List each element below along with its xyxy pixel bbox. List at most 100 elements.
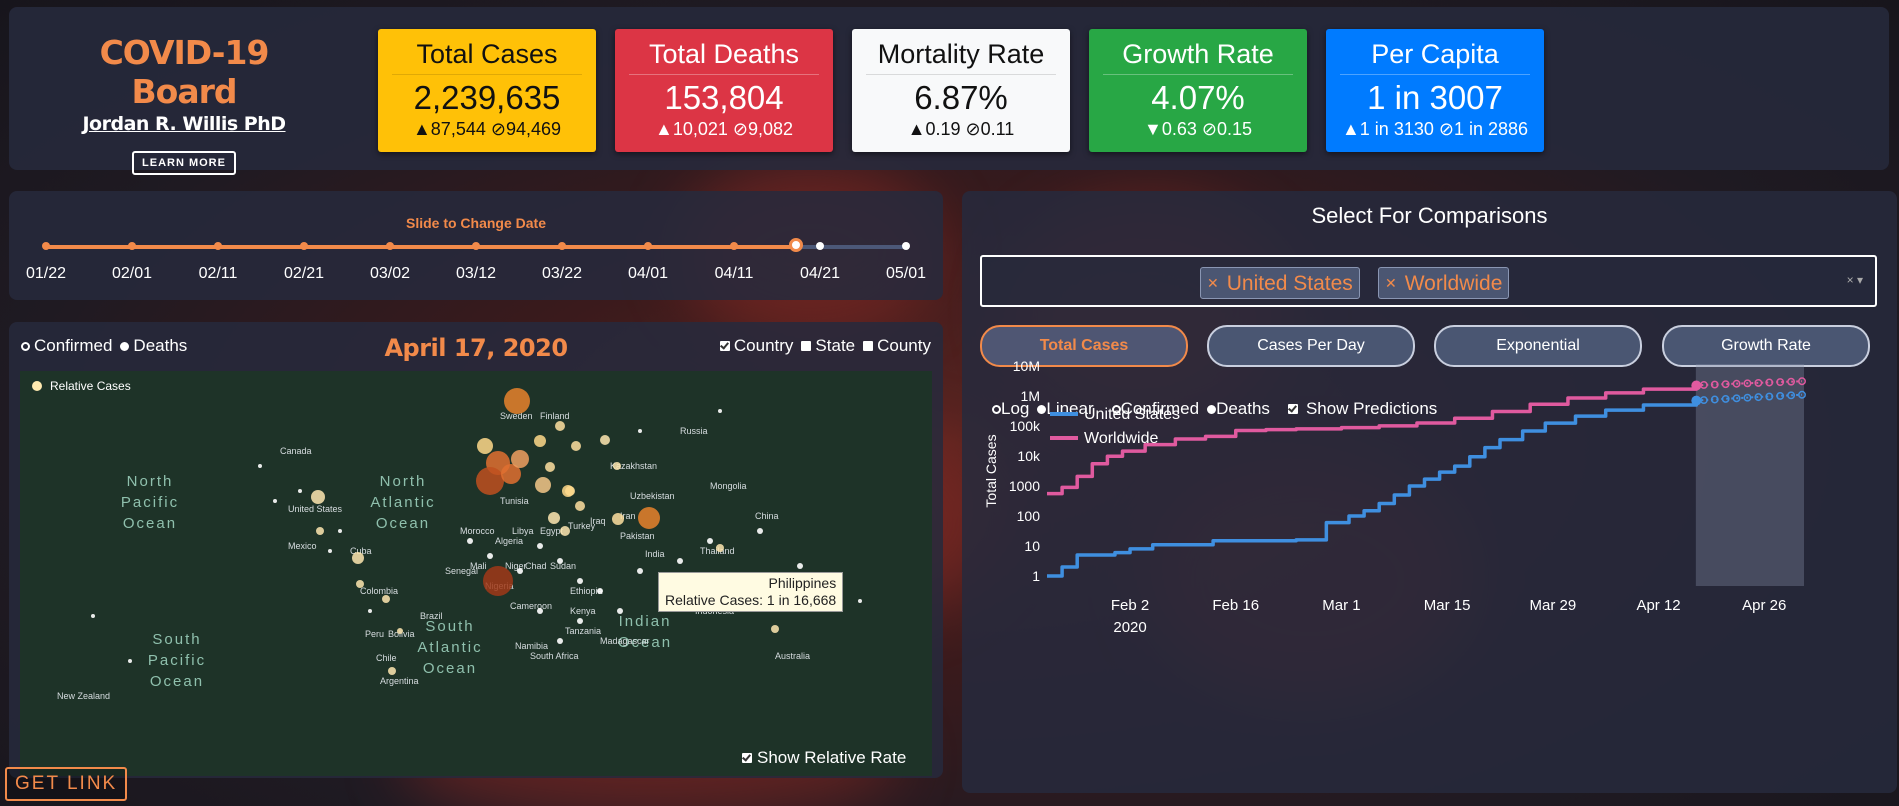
- case-marker[interactable]: [707, 538, 713, 544]
- prediction-point[interactable]: [1743, 393, 1752, 402]
- option-country[interactable]: Country: [719, 336, 793, 356]
- case-marker[interactable]: [858, 599, 862, 603]
- prediction-point[interactable]: [1710, 380, 1719, 389]
- case-marker[interactable]: [562, 485, 574, 497]
- prediction-point[interactable]: [1754, 378, 1763, 387]
- case-marker[interactable]: [477, 438, 493, 454]
- author-link[interactable]: Jordan R. Willis PhD: [82, 113, 286, 135]
- case-marker[interactable]: [557, 638, 563, 644]
- case-marker[interactable]: [638, 429, 642, 433]
- prediction-point[interactable]: [1776, 378, 1785, 387]
- case-marker[interactable]: [718, 409, 722, 413]
- case-marker[interactable]: [298, 489, 302, 493]
- prediction-point[interactable]: [1765, 392, 1774, 401]
- radio-icon[interactable]: [1111, 405, 1121, 414]
- slider-mark[interactable]: [902, 242, 910, 250]
- tab-cases-per-day[interactable]: Cases Per Day: [1207, 325, 1415, 367]
- case-marker[interactable]: [600, 435, 610, 445]
- case-marker[interactable]: [716, 544, 724, 552]
- predictions-toggle[interactable]: Show Predictions: [1287, 399, 1437, 419]
- learn-more-button[interactable]: LEARN MORE: [132, 151, 236, 175]
- case-marker[interactable]: [368, 609, 372, 613]
- case-marker[interactable]: [612, 513, 624, 525]
- remove-icon[interactable]: ✕: [1385, 275, 1397, 291]
- case-marker[interactable]: [311, 490, 325, 504]
- tab-exponential[interactable]: Exponential: [1434, 325, 1642, 367]
- radio-icon[interactable]: [992, 405, 1001, 414]
- case-marker[interactable]: [504, 388, 530, 414]
- case-marker[interactable]: [487, 553, 493, 559]
- case-marker[interactable]: [397, 628, 403, 634]
- prediction-point[interactable]: [1776, 391, 1785, 400]
- case-marker[interactable]: [771, 625, 779, 633]
- case-marker[interactable]: [501, 464, 521, 484]
- case-marker[interactable]: [797, 563, 803, 569]
- slider-track-filled[interactable]: [46, 245, 796, 249]
- prediction-point[interactable]: [1787, 377, 1796, 386]
- slider-mark[interactable]: [214, 242, 222, 250]
- prediction-point[interactable]: [1743, 379, 1752, 388]
- checkbox-icon[interactable]: [1287, 404, 1298, 414]
- slider-mark[interactable]: [300, 242, 308, 250]
- case-marker[interactable]: [91, 614, 95, 618]
- checkbox-icon[interactable]: [863, 341, 874, 351]
- chip-united-states[interactable]: ✕ United States: [1200, 267, 1360, 299]
- prediction-point[interactable]: [1798, 377, 1806, 386]
- slider-track-rest[interactable]: [795, 245, 906, 249]
- case-marker[interactable]: [555, 421, 565, 431]
- slider-mark[interactable]: [386, 242, 394, 250]
- case-marker[interactable]: [483, 566, 513, 596]
- radio-icon[interactable]: [120, 341, 130, 351]
- tab-total-cases[interactable]: Total Cases: [980, 325, 1188, 367]
- case-marker[interactable]: [577, 618, 583, 624]
- tab-growth-rate[interactable]: Growth Rate: [1662, 325, 1870, 367]
- case-marker[interactable]: [575, 501, 585, 511]
- radio-icon[interactable]: [1207, 405, 1217, 414]
- remove-icon[interactable]: ✕: [1207, 275, 1219, 291]
- option-confirmed[interactable]: Confirmed: [21, 336, 112, 356]
- case-marker[interactable]: [613, 462, 621, 470]
- case-marker[interactable]: [537, 543, 543, 549]
- slider-mark[interactable]: [816, 242, 824, 250]
- case-marker[interactable]: [328, 549, 332, 553]
- case-marker[interactable]: [535, 477, 551, 493]
- case-marker[interactable]: [273, 499, 277, 503]
- case-marker[interactable]: [757, 528, 763, 534]
- case-marker[interactable]: [258, 464, 262, 468]
- slider-mark[interactable]: [730, 242, 738, 250]
- get-link-button[interactable]: GET LINK: [5, 767, 128, 801]
- option-deaths[interactable]: Deaths: [120, 336, 187, 356]
- region-multiselect[interactable]: ✕ United States ✕ Worldwide × ▾: [980, 255, 1877, 307]
- case-marker[interactable]: [338, 529, 342, 533]
- option-state[interactable]: State: [801, 336, 855, 356]
- case-marker[interactable]: [637, 568, 643, 574]
- case-marker[interactable]: [537, 608, 543, 614]
- option-deaths[interactable]: Deaths: [1207, 399, 1270, 419]
- prediction-point[interactable]: [1787, 391, 1796, 400]
- prediction-point[interactable]: [1721, 380, 1730, 389]
- case-marker[interactable]: [571, 441, 581, 451]
- checkbox-icon[interactable]: [742, 753, 752, 763]
- prediction-point[interactable]: [1732, 379, 1741, 388]
- prediction-point[interactable]: [1798, 390, 1806, 399]
- slider-handle[interactable]: [788, 238, 803, 252]
- prediction-point[interactable]: [1710, 395, 1719, 404]
- checkbox-icon[interactable]: [801, 341, 812, 351]
- case-marker[interactable]: [617, 608, 623, 614]
- clear-dropdown-icon[interactable]: × ▾: [1846, 273, 1863, 287]
- show-relative-rate-toggle[interactable]: Show Relative Rate: [742, 748, 906, 768]
- case-marker[interactable]: [638, 507, 660, 529]
- slider-mark[interactable]: [558, 242, 566, 250]
- option-county[interactable]: County: [863, 336, 931, 356]
- case-marker[interactable]: [316, 527, 324, 535]
- case-marker[interactable]: [548, 512, 560, 524]
- case-marker[interactable]: [577, 578, 583, 584]
- radio-icon[interactable]: [21, 341, 30, 351]
- case-marker[interactable]: [511, 450, 529, 468]
- prediction-point[interactable]: [1699, 396, 1708, 405]
- slider-mark[interactable]: [472, 242, 480, 250]
- case-marker[interactable]: [352, 552, 364, 564]
- slider-mark[interactable]: [42, 242, 50, 250]
- case-marker[interactable]: [467, 538, 473, 544]
- case-marker[interactable]: [356, 580, 364, 588]
